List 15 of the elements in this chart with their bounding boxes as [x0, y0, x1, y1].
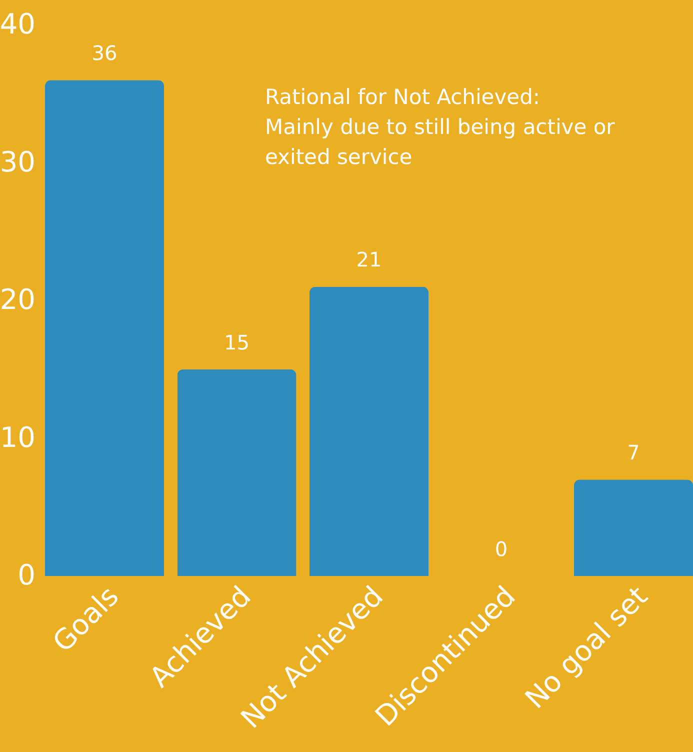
bar	[309, 286, 429, 576]
y-tick-label: 10	[0, 420, 36, 454]
data-label: 21	[356, 248, 382, 272]
annotation: Rational for Not Achieved: Mainly due to still being active or exited service	[265, 85, 616, 169]
data-label: 36	[92, 41, 118, 66]
y-tick-label: 40	[0, 8, 36, 40]
y-tick-label: 0	[18, 558, 36, 592]
y-tick-label: 30	[0, 145, 36, 178]
data-label: 7	[627, 440, 640, 465]
bar	[574, 480, 693, 576]
bar	[177, 369, 296, 576]
y-tick-label: 20	[0, 283, 36, 316]
data-label: 15	[224, 330, 250, 354]
bar	[45, 80, 164, 576]
data-label: 0	[494, 537, 508, 561]
